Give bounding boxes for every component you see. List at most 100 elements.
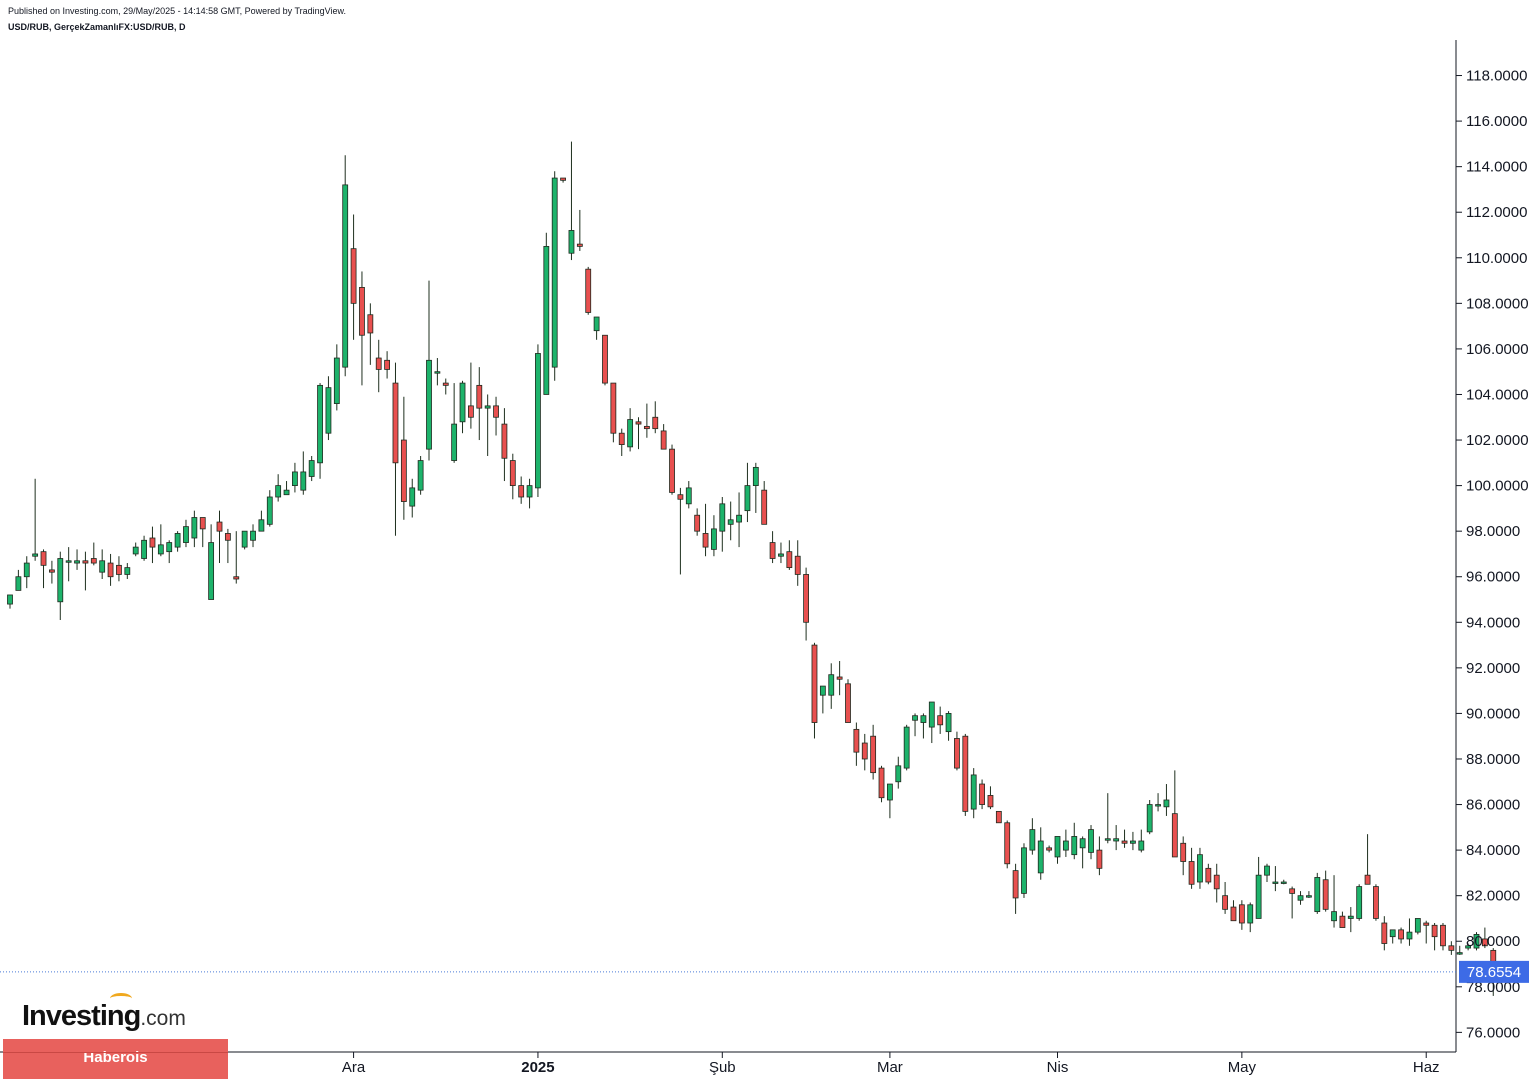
candle <box>643 403 650 438</box>
candle <box>593 316 600 340</box>
candle <box>1297 891 1304 905</box>
candle <box>861 733 868 771</box>
last-price-label: 78.6554 <box>1467 964 1521 981</box>
candle <box>1171 770 1178 858</box>
candle <box>1071 822 1078 860</box>
candle <box>610 382 617 443</box>
time-tick-label: Şub <box>709 1059 736 1076</box>
candle <box>1448 941 1455 955</box>
price-tick-label: 82.0000 <box>1466 888 1520 905</box>
candle <box>744 462 751 523</box>
candle <box>551 171 558 381</box>
candle-body <box>1230 906 1237 922</box>
candle-body <box>409 487 416 507</box>
candle-body <box>979 783 985 805</box>
candle <box>1046 845 1053 853</box>
candle <box>669 444 675 495</box>
candle-body <box>836 676 843 680</box>
candle-body <box>208 542 215 600</box>
candle <box>769 531 776 564</box>
price-tick-label: 84.0000 <box>1466 842 1520 859</box>
candle <box>224 528 231 564</box>
candle <box>987 786 994 810</box>
candle-body <box>1289 888 1296 894</box>
candle-body <box>610 382 617 434</box>
candle-body <box>769 542 776 559</box>
candle <box>199 517 206 548</box>
candle-body <box>451 423 458 461</box>
candle-body <box>811 644 818 723</box>
candle-body <box>65 560 72 563</box>
candle <box>1247 902 1254 933</box>
candle <box>183 519 189 548</box>
candle <box>392 362 399 536</box>
candle-body <box>543 245 550 395</box>
candle <box>417 455 424 495</box>
candle <box>1213 863 1220 903</box>
candle <box>962 733 969 816</box>
candle <box>1364 834 1371 885</box>
price-tick-label: 78.0000 <box>1466 979 1520 996</box>
candle <box>241 530 248 550</box>
candle-body <box>995 810 1002 824</box>
candle-body <box>1180 842 1187 862</box>
candle-body <box>937 715 944 726</box>
candle-body <box>283 489 290 496</box>
candle <box>845 679 851 723</box>
candle <box>90 542 97 566</box>
candle-body <box>199 517 206 530</box>
candle-body <box>183 526 189 543</box>
candle <box>434 358 441 386</box>
candle-body <box>7 594 13 605</box>
candle <box>1306 891 1312 898</box>
candle-body <box>1247 904 1254 924</box>
candle-body <box>778 553 784 557</box>
candle-body <box>367 314 374 334</box>
candle <box>484 394 491 456</box>
candle <box>1473 932 1480 951</box>
candle <box>1356 884 1363 921</box>
candle-body <box>333 357 340 404</box>
candle <box>116 556 122 582</box>
candle-body <box>711 528 717 550</box>
candle-body <box>1356 886 1363 919</box>
publish-info: Published on Investing.com, 29/May/2025 … <box>8 6 347 16</box>
candle <box>1255 856 1262 919</box>
candle <box>786 540 793 570</box>
candle <box>1197 847 1203 889</box>
candle-body <box>258 519 265 532</box>
candle <box>57 551 64 621</box>
time-tick-label: Haz <box>1413 1059 1440 1076</box>
candle-body <box>124 567 131 575</box>
candle-body <box>292 471 298 487</box>
candle-body <box>484 405 491 409</box>
candle <box>1205 863 1212 885</box>
price-tick-label: 76.0000 <box>1466 1024 1520 1041</box>
candle <box>819 685 826 714</box>
candle-body <box>928 701 935 728</box>
candle <box>635 417 642 450</box>
candle-body <box>970 774 977 810</box>
candle <box>1004 820 1011 869</box>
candle <box>400 396 407 520</box>
candle-body <box>1280 881 1287 884</box>
candle <box>660 424 667 450</box>
candle <box>250 524 256 548</box>
candle <box>1138 829 1145 853</box>
candle-body <box>459 382 466 423</box>
price-tick-label: 108.0000 <box>1466 295 1529 312</box>
logo-swoosh-icon <box>110 993 132 1004</box>
candle-body <box>736 514 742 523</box>
candle-body <box>585 268 592 313</box>
candle <box>602 334 608 386</box>
candle-body <box>342 184 349 368</box>
candle-body <box>903 726 910 769</box>
candle <box>803 567 809 641</box>
candle <box>409 478 416 518</box>
candle-body <box>643 425 650 430</box>
logo-main-text: Investing <box>22 1000 141 1032</box>
candle-body <box>49 569 55 573</box>
candle-body <box>359 287 365 336</box>
candle <box>1188 847 1195 889</box>
